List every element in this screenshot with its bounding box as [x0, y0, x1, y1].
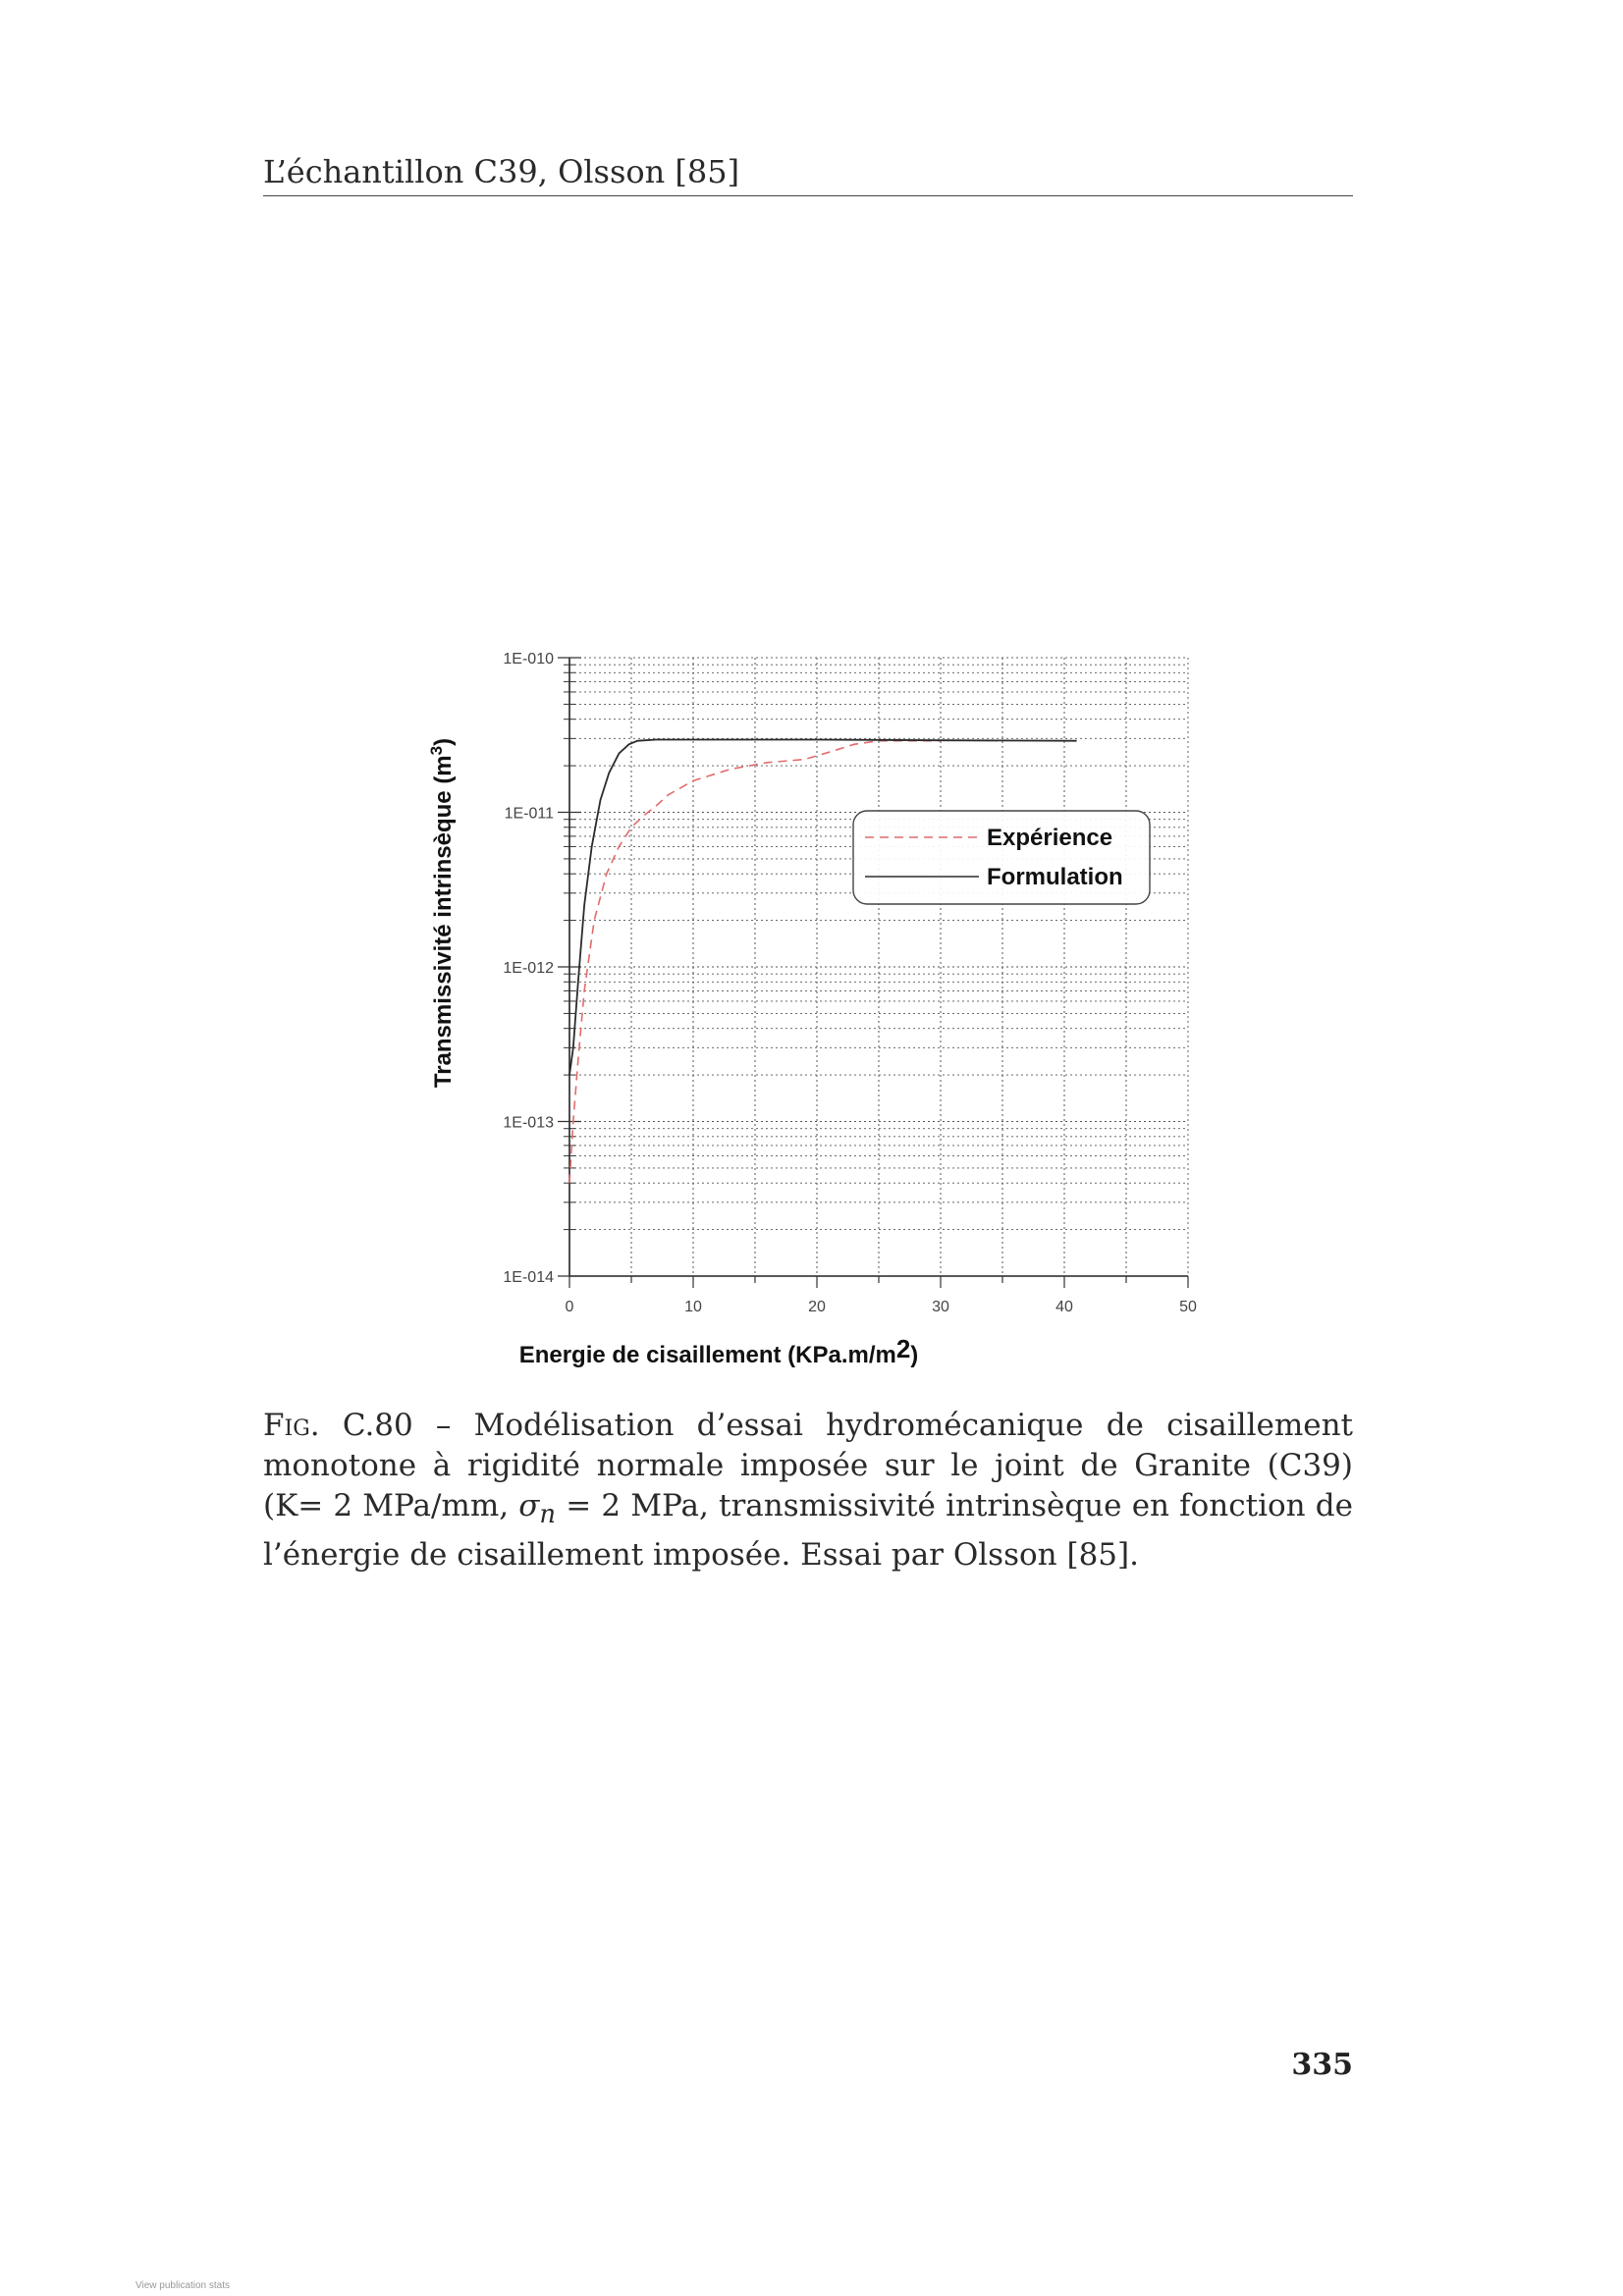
x-tick-label: 0 [566, 1299, 574, 1315]
series-line-formulation [568, 738, 1077, 1076]
y-tick-label: 1E-014 [503, 1269, 554, 1286]
y-axis-title: Transmissivité intrinsèque (m3) [427, 738, 457, 1088]
y-tick-label: 1E-010 [503, 651, 554, 667]
sigma-subscript: n [539, 1500, 557, 1530]
legend-label: Expérience [987, 825, 1112, 851]
transmissivity-chart: 1E-010 1E-011 1E-012 1E-013 1E-014 0 10 20 30 40 5… [427, 651, 1197, 1368]
figure-number: C.80 – [319, 1408, 474, 1443]
header-rule [263, 195, 1353, 196]
y-tick-label: 1E-011 [505, 806, 555, 823]
x-tick-label: 40 [1055, 1299, 1073, 1315]
sigma-symbol: σ [518, 1488, 540, 1523]
series-line-exprience [568, 739, 941, 1184]
y-tick-label: 1E-013 [503, 1115, 554, 1132]
x-axis-title: Energie de cisaillement (KPa.m/m2) [519, 1334, 919, 1368]
legend-box [852, 810, 1151, 905]
caption-text-2: = 2 MPa, transmissivité intrinsèque en f… [263, 1488, 1353, 1574]
x-tick-label: 10 [684, 1299, 702, 1315]
x-tick-label: 50 [1179, 1299, 1197, 1315]
figure-caption: Fig. C.80 – Modélisation d’essai hydromé… [263, 1406, 1353, 1575]
x-tick-label: 20 [808, 1299, 826, 1315]
chart-grid [569, 657, 1189, 1276]
caption-text-1: Modélisation d’essai hydromécanique de c… [263, 1408, 1353, 1523]
x-tick-label: 30 [932, 1299, 949, 1315]
chart-axes: 1E-010 1E-011 1E-012 1E-013 1E-014 0 10 20 30 40 5… [503, 651, 1197, 1315]
legend-label: Formulation [987, 864, 1123, 890]
running-header: L’échantillon C39, Olsson [85] [263, 153, 740, 190]
chart-series [568, 738, 1077, 1184]
publication-stats-note: View publication stats [135, 2280, 230, 2291]
figure-label: Fig. [263, 1408, 320, 1443]
y-tick-label: 1E-012 [503, 960, 554, 977]
page-number: 335 [1291, 2048, 1353, 2082]
chart-legend: Expérience Formulation [852, 810, 1151, 905]
